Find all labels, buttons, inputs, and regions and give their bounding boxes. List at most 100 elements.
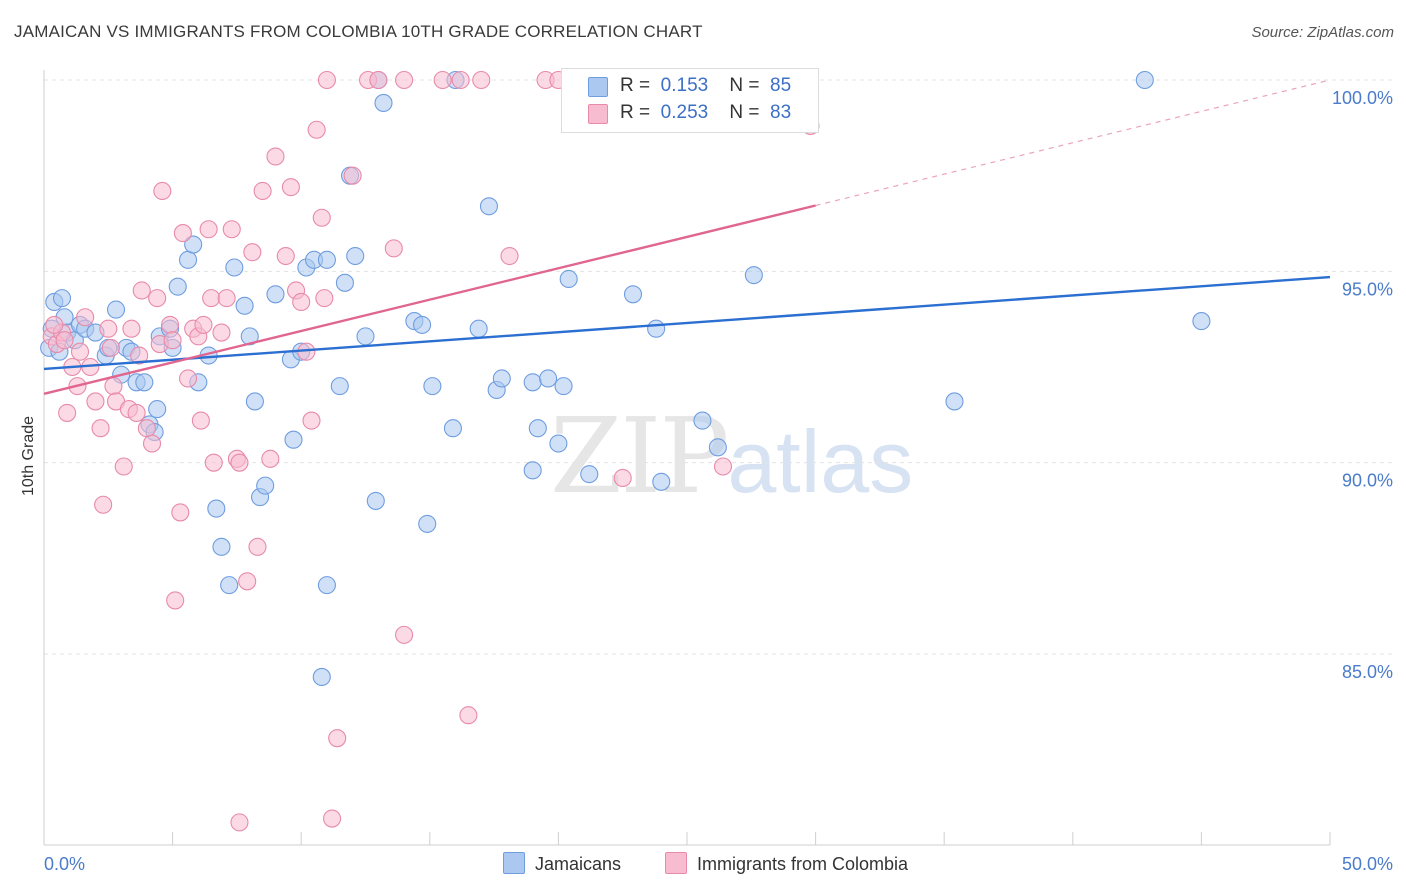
jamaicans-point: [945, 392, 964, 411]
y-axis-label: 10th Grade: [20, 416, 37, 496]
jamaicans-point: [623, 285, 643, 304]
y-tick-label: 100.0%: [1332, 88, 1393, 108]
colombia-point: [101, 338, 120, 357]
source-note: Source: ZipAtlas.com: [1251, 24, 1394, 41]
jamaicans-point: [744, 266, 763, 285]
colombia-point: [315, 289, 334, 308]
colombia-point: [142, 434, 162, 453]
jamaicans-point: [539, 369, 558, 388]
colombia-point: [94, 495, 113, 514]
bottom-colombia-label: Immigrants from Colombia: [697, 854, 909, 874]
jamaicans-point: [266, 285, 285, 304]
colombia-point: [99, 319, 118, 338]
jamaicans-point: [492, 369, 511, 388]
colombia-point: [160, 315, 180, 334]
colombia-point: [217, 289, 236, 308]
colombia-point: [323, 809, 342, 828]
jamaicans-point: [207, 499, 226, 518]
bottom-legend-jamaicans: Jamaicans: [503, 852, 621, 875]
colombia-point: [204, 453, 223, 472]
colombia-point: [194, 315, 213, 334]
colombia-point: [114, 457, 133, 476]
colombia-point: [91, 419, 110, 438]
jamaicans-point: [418, 514, 437, 533]
colombia-point: [178, 369, 198, 388]
trend-lines: [43, 79, 1331, 395]
colombia-point: [76, 308, 95, 327]
jamaicans-point: [559, 269, 578, 289]
jamaicans-point: [652, 472, 671, 491]
jamaicans-point: [549, 434, 568, 453]
y-tick-labels: 85.0% 90.0% 95.0% 100.0%: [1332, 88, 1393, 682]
jamaicans-point: [312, 667, 331, 687]
y-tick-label: 95.0%: [1342, 279, 1393, 299]
jamaicans-point: [240, 327, 259, 346]
x-ticks: [43, 832, 1331, 845]
jamaicans-point: [528, 419, 547, 438]
colombia-point: [166, 591, 185, 610]
jamaicans-point: [523, 373, 542, 392]
jamaicans-point: [580, 465, 599, 484]
y-tick-label: 85.0%: [1342, 662, 1393, 682]
jamaicans-point: [52, 289, 72, 308]
jamaicans-point: [220, 576, 239, 595]
colombia-swatch: [588, 104, 608, 124]
colombia-point: [433, 70, 452, 90]
x-tick-label-max: 50.0%: [1342, 854, 1393, 874]
colombia-point: [266, 147, 285, 166]
bottom-legend-colombia: Immigrants from Colombia: [665, 852, 908, 875]
jamaicans-point: [168, 277, 187, 296]
jamaicans-point: [366, 491, 385, 510]
colombia-point: [148, 289, 167, 308]
jamaicans-point: [423, 377, 442, 396]
colombia-trend-line: [43, 204, 816, 395]
colombia-point: [55, 331, 74, 350]
colombia-point: [248, 537, 267, 556]
colombia-point: [307, 120, 326, 139]
jamaicans-point: [284, 430, 303, 449]
jamaicans-point: [330, 377, 349, 396]
jamaicans-point: [235, 296, 254, 315]
colombia-point: [500, 246, 519, 266]
jamaicans-point: [356, 327, 375, 346]
colombia-point: [130, 346, 149, 365]
jamaicans-point: [693, 411, 712, 430]
jamaicans-point: [1135, 70, 1154, 90]
colombia-point: [317, 70, 336, 90]
jamaicans-point: [554, 377, 573, 396]
x-tick-label-min: 0.0%: [44, 854, 85, 874]
colombia-points: [42, 70, 820, 832]
jamaicans-point: [647, 319, 666, 338]
colombia-point: [104, 377, 123, 396]
colombia-point: [122, 319, 141, 338]
colombia-point: [369, 70, 388, 90]
colombia-point: [713, 457, 733, 476]
stats-legend: R = 0.153 N = 85 R = 0.253 N = 83: [561, 68, 819, 133]
jamaicans-point: [346, 246, 365, 266]
colombia-point: [163, 331, 182, 350]
colombia-trend-line-extension: [815, 79, 1331, 207]
colombia-point: [127, 403, 146, 422]
jamaicans-point: [317, 576, 336, 595]
colombia-point: [459, 706, 478, 725]
colombia-point: [613, 468, 632, 488]
colombia-point: [238, 572, 257, 591]
colombia-point: [243, 243, 262, 262]
jamaicans-points: [40, 70, 1211, 687]
colombia-point: [199, 220, 218, 239]
colombia-point: [137, 419, 156, 438]
colombia-point: [191, 411, 210, 430]
jamaicans-point: [135, 373, 154, 392]
colombia-point: [173, 224, 192, 243]
colombia-point: [395, 70, 414, 90]
jamaicans-point: [178, 250, 198, 269]
colombia-point: [276, 246, 295, 266]
jamaicans-point: [708, 438, 727, 457]
colombia-point: [58, 403, 77, 422]
jamaicans-swatch: [588, 77, 608, 97]
colombia-point: [230, 813, 249, 832]
colombia-point: [328, 729, 347, 748]
jamaicans-point: [413, 315, 432, 334]
watermark-atlas: atlas: [727, 412, 914, 511]
colombia-point: [222, 220, 241, 239]
